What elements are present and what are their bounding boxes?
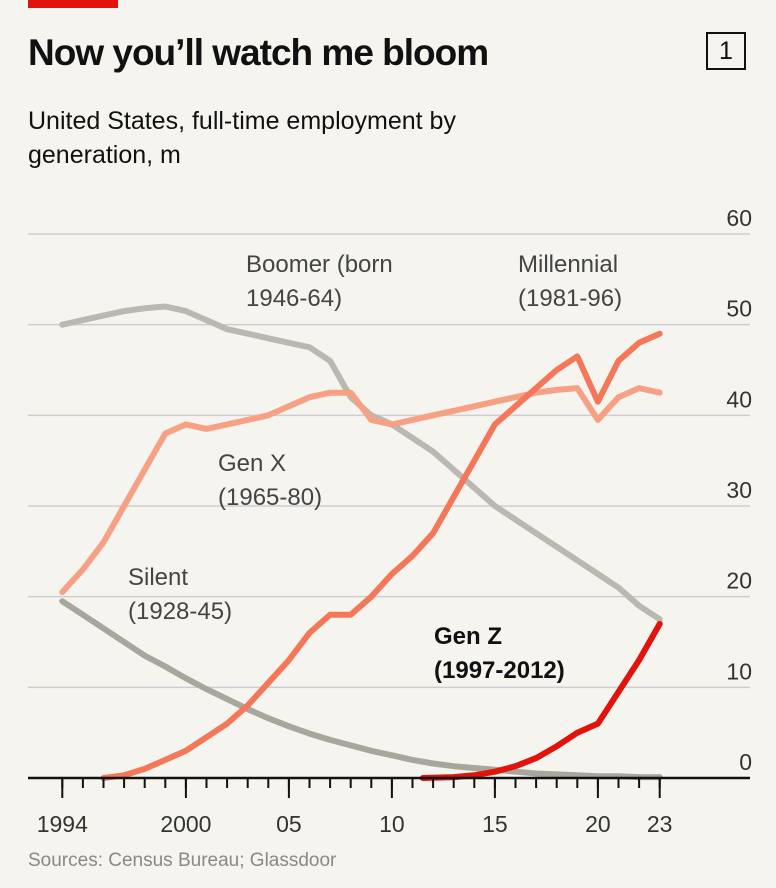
x-tick-label: 1994 (37, 811, 88, 837)
series-labels: Boomer (born 1946-64) Silent (1928-45) Gen X… (128, 251, 622, 684)
x-tick-label: 2000 (160, 811, 211, 837)
y-axis-ticks: 0 10 20 30 40 50 60 (726, 205, 752, 775)
series-label-millennial: Millennial (1981-96) (518, 251, 622, 312)
series-lines (59, 303, 663, 781)
series-label-genx: Gen X (1965-80) (218, 450, 322, 511)
series-label-genz: Gen Z (1997-2012) (434, 623, 565, 684)
series-label-line: Boomer (born (246, 251, 393, 278)
source-note: Sources: Census Bureau; Glassdoor (28, 850, 337, 871)
series-label-line: Gen Z (434, 623, 502, 650)
x-tick-label: 15 (482, 811, 508, 837)
y-tick-label: 30 (726, 477, 752, 503)
series-label-line: Millennial (518, 251, 618, 278)
y-tick-label: 0 (739, 749, 752, 775)
series-label-line: (1928-45) (128, 598, 232, 625)
chart-title: Now you’ll watch me bloom (28, 32, 489, 73)
series-label-line: Silent (128, 564, 188, 591)
y-tick-label: 40 (726, 386, 752, 412)
series-label-line: (1965-80) (218, 484, 322, 511)
series-line-genx (59, 385, 663, 596)
series-line-silent (59, 598, 663, 781)
y-tick-label: 60 (726, 205, 752, 231)
series-label-line: (1997-2012) (434, 657, 565, 684)
chart-subtitle: United States, full-time employment by g… (28, 107, 456, 169)
grid-lines (28, 233, 750, 689)
series-label-silent: Silent (1928-45) (128, 564, 232, 625)
series-label-boomer: Boomer (born 1946-64) (246, 251, 393, 312)
series-line-millennial (100, 330, 663, 781)
x-tick-label: 05 (276, 811, 302, 837)
y-tick-label: 10 (726, 658, 752, 684)
series-label-line: 1946-64) (246, 285, 342, 312)
series-label-line: (1981-96) (518, 285, 622, 312)
x-tick-label: 20 (585, 811, 611, 837)
y-tick-label: 20 (726, 568, 752, 594)
x-tick-label: 10 (379, 811, 405, 837)
chart-number-badge: 1 (706, 32, 746, 70)
series-line-genz (419, 620, 663, 781)
brand-accent-bar (28, 0, 118, 8)
x-tick-label: 23 (647, 811, 673, 837)
y-tick-label: 50 (726, 296, 752, 322)
series-label-line: Gen X (218, 450, 286, 477)
x-axis: 1994 2000 05 10 15 20 23 (28, 776, 750, 837)
